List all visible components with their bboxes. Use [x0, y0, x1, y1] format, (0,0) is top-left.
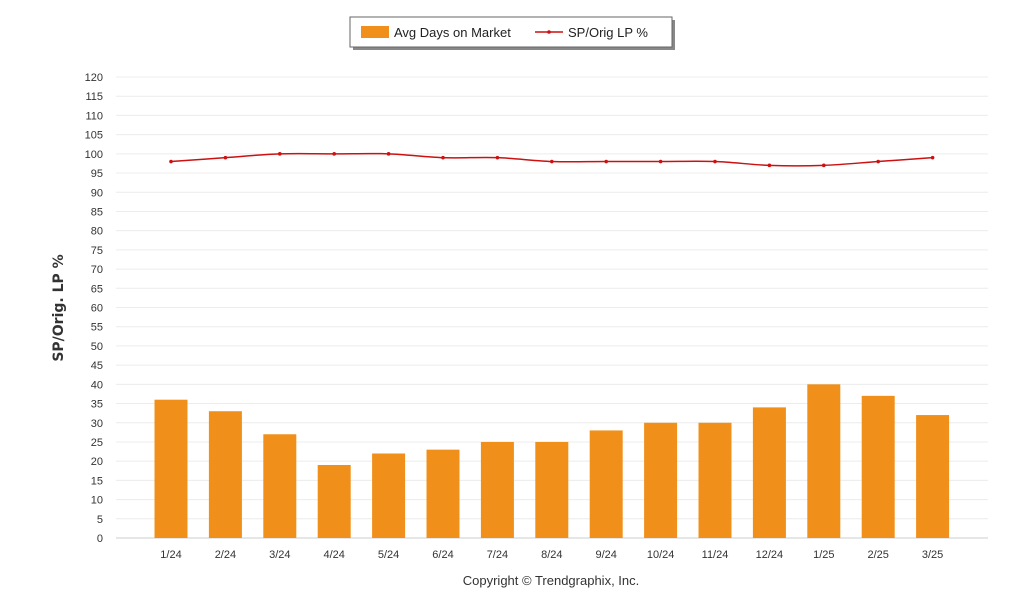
- line-point-10-24: [658, 159, 663, 164]
- bar-1-25: [807, 384, 841, 538]
- y-tick-label: 70: [91, 264, 103, 276]
- bar-3-25: [916, 415, 950, 538]
- x-tick-label: 7/24: [487, 549, 508, 561]
- y-tick-label: 110: [85, 110, 103, 122]
- y-tick-label: 95: [91, 168, 103, 180]
- line-point-4-24: [332, 152, 337, 156]
- bar-10-24: [644, 422, 678, 538]
- sp-orig-lp-line: [170, 152, 933, 167]
- x-tick-label: 4/24: [323, 549, 344, 561]
- y-tick-label: 45: [91, 360, 103, 372]
- x-tick-label: 10/24: [647, 549, 675, 561]
- x-tick-label: 5/24: [378, 549, 399, 561]
- y-tick-label: 5: [97, 514, 103, 526]
- y-tick-label: 90: [91, 187, 103, 199]
- y-tick-label: 85: [91, 206, 103, 218]
- line-point-1-25: [822, 163, 826, 168]
- bar-2-25: [861, 395, 895, 538]
- y-tick-label: 50: [91, 341, 103, 353]
- x-tick-label: 11/24: [702, 549, 729, 561]
- y-tick-label: 35: [91, 399, 103, 411]
- bar-6-24: [426, 449, 460, 538]
- x-axis-ticks: 1/24 2/24 3/24 4/24 5/24 6/24 7/24 8/24 9/24 10/2…: [160, 549, 943, 561]
- line-point-9-24: [604, 159, 608, 164]
- bar-3-24: [263, 434, 297, 538]
- y-tick-label: 80: [91, 226, 103, 238]
- bar-5-24: [372, 453, 406, 538]
- y-tick-label: 20: [91, 456, 103, 468]
- y-tick-label: 0: [97, 533, 103, 545]
- y-tick-label: 25: [91, 437, 103, 449]
- legend-label-line: SP/Orig LP %: [568, 25, 648, 40]
- y-tick-label: 75: [91, 245, 103, 257]
- copyright-text: Copyright © Trendgraphix, Inc.: [463, 573, 640, 588]
- line-point-11-24: [713, 159, 717, 164]
- y-tick-label: 65: [91, 283, 103, 295]
- x-tick-label: 3/25: [922, 549, 943, 561]
- legend-box: [349, 16, 673, 48]
- line-point-7-24: [495, 155, 500, 160]
- x-tick-label: 1/25: [813, 549, 834, 561]
- x-tick-label: 6/24: [432, 549, 453, 561]
- y-tick-label: 100: [85, 149, 103, 161]
- bar-12-24: [752, 407, 786, 538]
- line-point-5-24: [386, 152, 391, 156]
- legend-swatch-bar: [361, 26, 389, 38]
- y-tick-label: 60: [91, 303, 103, 315]
- line-point-1-24: [169, 159, 173, 164]
- y-tick-label: 105: [85, 130, 103, 142]
- bar-1-24: [154, 399, 188, 538]
- legend: Avg Days on Market SP/Orig LP %: [349, 16, 675, 50]
- line-point-3-24: [278, 152, 282, 156]
- line-point-3-25: [930, 155, 935, 160]
- bars: [154, 384, 950, 538]
- x-tick-label: 2/25: [867, 549, 888, 561]
- y-tick-label: 55: [91, 322, 103, 334]
- y-tick-label: 10: [91, 495, 103, 507]
- bar-7-24: [480, 441, 514, 538]
- x-tick-label: 9/24: [595, 549, 616, 561]
- y-tick-label: 15: [91, 475, 103, 487]
- x-tick-label: 1/24: [160, 549, 181, 561]
- legend-swatch-dot: [547, 30, 551, 34]
- bar-9-24: [589, 430, 623, 538]
- legend-label-bar: Avg Days on Market: [394, 25, 511, 40]
- y-tick-label: 40: [91, 379, 103, 391]
- y-axis-ticks: 0 5 10 15 20 25 30 35 40 45 50 55 60 65 70 75 80 85 90 95 10…: [85, 72, 103, 545]
- line-point-2-24: [223, 155, 228, 160]
- line-point-8-24: [550, 159, 554, 164]
- y-tick-label: 120: [85, 72, 103, 84]
- x-tick-label: 2/24: [215, 549, 236, 561]
- y-tick-label: 115: [85, 91, 103, 103]
- bar-8-24: [535, 441, 569, 538]
- y-axis-title: SP/Orig. LP %: [51, 254, 67, 361]
- x-tick-label: 8/24: [541, 549, 562, 561]
- bar-2-24: [208, 411, 242, 538]
- line-point-12-24: [767, 163, 772, 168]
- line-point-6-24: [441, 155, 445, 160]
- bar-11-24: [698, 422, 732, 538]
- line-point-2-25: [876, 159, 880, 164]
- x-tick-label: 12/24: [756, 549, 784, 561]
- y-tick-label: 30: [91, 418, 103, 430]
- line-series: [169, 152, 935, 168]
- x-tick-label: 3/24: [269, 549, 290, 561]
- bar-4-24: [317, 465, 351, 538]
